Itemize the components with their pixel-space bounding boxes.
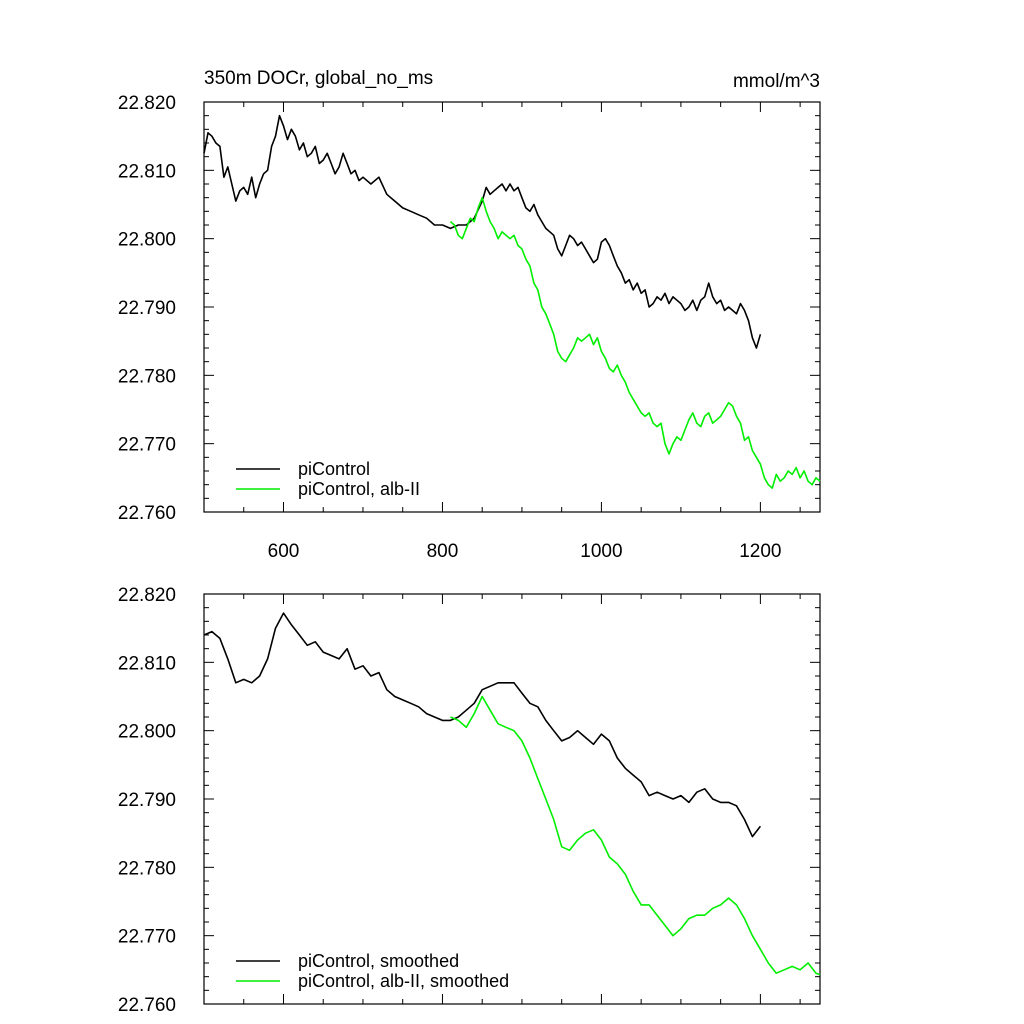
- bottom-panel: 22.760 22.770 22.780 22.790 22.800 22.810 22.8…: [118, 585, 821, 1016]
- series-line-control: [203, 114, 762, 349]
- y-tick-label: 22.780: [118, 858, 176, 879]
- y-tick-label: 22.770: [118, 927, 176, 948]
- y-tick-label: 22.760: [118, 995, 176, 1016]
- y-tick-label: 22.790: [118, 298, 176, 319]
- y-tick-label: 22.800: [118, 230, 176, 251]
- x-tick-label: 800: [427, 541, 459, 562]
- series-line-control: [203, 612, 762, 838]
- series-line-experiment: [450, 695, 821, 976]
- top-panel: 22.760 22.770 22.780 22.790 22.800 22.810 22.8…: [118, 93, 821, 562]
- y-tick-label: 22.790: [118, 790, 176, 811]
- units-string: mmol/m^3: [733, 71, 820, 92]
- y-tick-label: 22.780: [118, 366, 176, 387]
- plot-frame: [203, 593, 821, 1005]
- left-string: 350m DOCr, global_no_ms: [204, 68, 433, 89]
- y-tick-label: 22.770: [118, 435, 176, 456]
- x-tick-label: 600: [268, 541, 300, 562]
- series-line-experiment: [449, 196, 821, 489]
- y-tick-label: 22.820: [118, 93, 176, 114]
- legend-label: piControl, smoothed: [298, 951, 459, 971]
- legend-label: piControl, alb-II, smoothed: [298, 971, 509, 991]
- y-tick-label: 22.760: [118, 503, 176, 524]
- y-tick-label: 22.820: [118, 585, 176, 606]
- x-tick-label: 1200: [739, 541, 781, 562]
- legend-label: piControl, alb-II: [298, 479, 420, 499]
- y-tick-label: 22.810: [118, 161, 176, 182]
- y-tick-label: 22.800: [118, 722, 176, 743]
- legend-label: piControl: [298, 459, 370, 479]
- x-tick-label: 1000: [580, 541, 622, 562]
- y-tick-label: 22.810: [118, 653, 176, 674]
